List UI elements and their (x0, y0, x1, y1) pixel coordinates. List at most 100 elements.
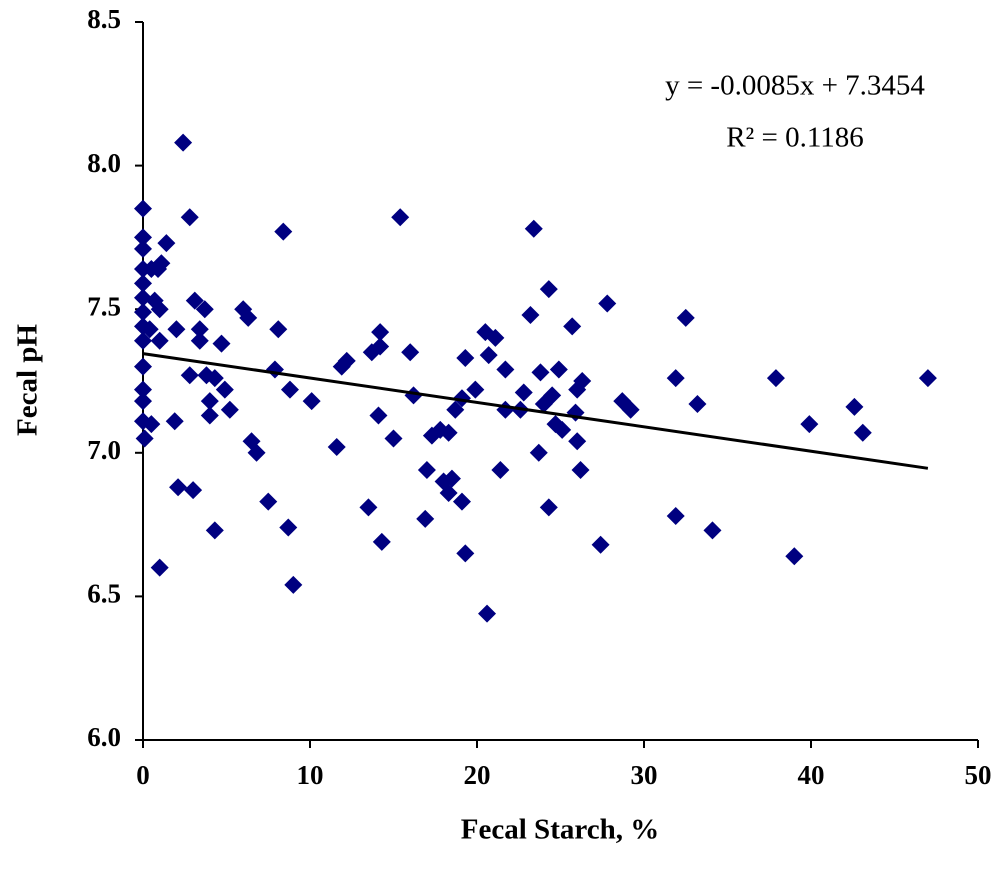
point (496, 360, 515, 379)
point (800, 415, 819, 434)
trendline (142, 352, 929, 470)
point (466, 380, 485, 399)
point (401, 343, 420, 362)
point (185, 291, 204, 310)
x-tick-label: 20 (464, 760, 491, 790)
point (359, 498, 378, 517)
point (284, 575, 303, 594)
point (371, 337, 390, 356)
equation: y = -0.0085x + 7.3454 (665, 70, 925, 102)
x-axis-label: Fecal Starch, % (461, 814, 659, 846)
point (180, 366, 199, 385)
point (676, 308, 695, 327)
point (571, 461, 590, 480)
point (391, 208, 410, 227)
point (666, 506, 685, 525)
point (180, 208, 199, 227)
point (280, 380, 299, 399)
point (543, 386, 562, 405)
point (539, 498, 558, 517)
point (591, 535, 610, 554)
point (446, 400, 465, 419)
point (539, 280, 558, 299)
point (766, 369, 785, 388)
point (134, 199, 152, 218)
point (521, 305, 540, 324)
point (568, 432, 587, 451)
point (150, 300, 169, 319)
point (134, 228, 152, 247)
point (205, 369, 224, 388)
point (152, 254, 171, 273)
r-squared: R² = 0.1186 (726, 122, 864, 154)
point (140, 320, 159, 339)
point (621, 400, 640, 419)
point (918, 369, 937, 388)
y-tick-label: 8.0 (87, 148, 121, 178)
point (174, 133, 193, 152)
point (190, 320, 209, 339)
point (302, 392, 321, 411)
point (845, 397, 864, 416)
point (439, 423, 458, 442)
point (150, 331, 169, 350)
point (563, 317, 582, 336)
point (134, 303, 152, 322)
point (452, 492, 471, 511)
point (417, 461, 436, 480)
point (456, 349, 475, 368)
y-tick-label: 6.5 (87, 579, 121, 609)
point (215, 380, 234, 399)
point (549, 360, 568, 379)
point (134, 331, 152, 350)
point (200, 406, 219, 425)
point (416, 509, 435, 528)
point (165, 412, 184, 431)
point (134, 274, 152, 293)
point (134, 357, 152, 376)
point (274, 222, 293, 241)
y-tick-label: 8.5 (87, 4, 121, 34)
point (478, 604, 497, 623)
point (688, 394, 707, 413)
point (205, 521, 224, 540)
point (142, 415, 161, 434)
point (491, 461, 510, 480)
point (703, 521, 722, 540)
point (486, 328, 505, 347)
point (157, 234, 176, 253)
point (212, 334, 231, 353)
y-tick-label: 7.5 (87, 291, 121, 321)
point (531, 363, 550, 382)
point (529, 443, 548, 462)
x-tick-label: 10 (297, 760, 324, 790)
y-tick-label: 6.0 (87, 722, 121, 752)
point (853, 423, 872, 442)
point (279, 518, 298, 537)
point (169, 478, 188, 497)
point (337, 351, 356, 370)
point (384, 429, 403, 448)
y-axis-label: Fecal pH (12, 324, 44, 436)
point (452, 389, 471, 408)
point (479, 346, 498, 365)
point (134, 392, 152, 411)
point (190, 331, 209, 350)
point (269, 320, 288, 339)
point (573, 372, 592, 390)
y-tick-label: 7.0 (87, 435, 121, 465)
point (404, 386, 423, 405)
point (134, 380, 152, 399)
point (195, 300, 214, 319)
x-tick-label: 40 (798, 760, 825, 790)
point (184, 481, 203, 500)
point (135, 429, 154, 448)
point (371, 323, 390, 342)
x-tick-label: 30 (631, 760, 658, 790)
point (456, 544, 475, 563)
point (239, 308, 258, 327)
point (220, 400, 239, 419)
point (598, 294, 617, 313)
